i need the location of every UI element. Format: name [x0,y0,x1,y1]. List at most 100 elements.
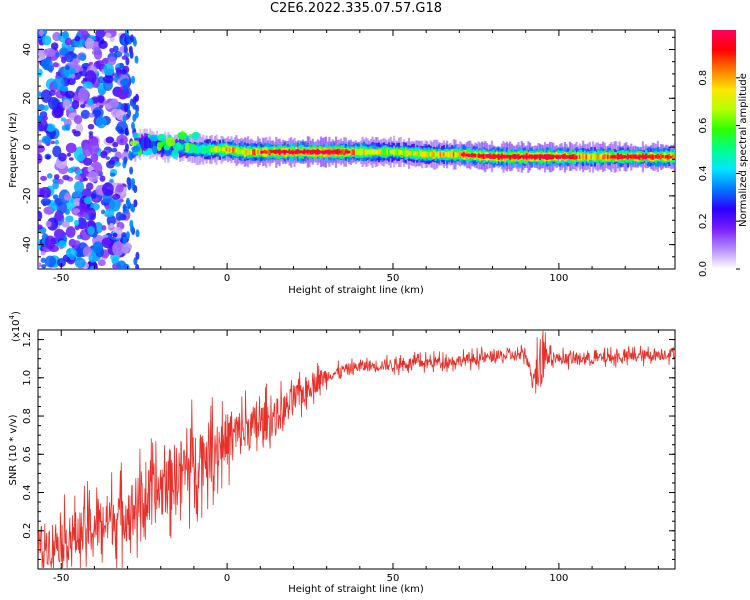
ridge-cell [407,151,411,156]
noise-blob [116,260,127,269]
noise-blob [85,182,94,191]
noise-blob [112,193,121,200]
ridge-cell [394,148,397,155]
noise-blob [122,203,127,212]
ridge-cell [308,150,311,154]
ridge-cell [620,155,623,160]
ridge-cell [655,154,658,159]
ridge-cell [525,155,528,159]
ridge-cell [208,145,212,155]
ridge-cell [353,149,356,156]
noise-blob [52,62,59,68]
noise-blob [75,123,84,133]
noise-blob [38,144,46,153]
colorbar-tick-label: 0.4 [698,165,709,181]
noise-blob [104,208,115,218]
noise-blob [112,45,119,53]
noise-blob [103,63,115,76]
ridge-cell [444,152,447,157]
noise-blob [73,208,81,214]
ridge-cell [514,155,517,158]
ridge-cell [421,151,424,157]
ridge-cell [631,155,635,158]
ridge-cell [520,155,523,158]
ridge-cell [461,153,464,156]
ridge-cell [661,154,664,158]
noise-blob [38,224,43,230]
ridge-cell [550,154,553,159]
ridge-cell [323,150,326,155]
colorbar-gradient [712,30,736,269]
ridge-cell [451,152,454,157]
ridge-cell [499,155,502,158]
noise-blob [43,136,52,144]
noise-blob [115,69,123,76]
noise-blob [38,153,43,164]
ridge-cell [260,150,263,154]
ridge-cell [424,151,427,157]
noise-blob [83,177,88,182]
ridge-cell [519,155,522,159]
ridge-cell [397,149,401,156]
ridge-cell [470,153,474,157]
ridge-cell [653,155,656,159]
ridge-cell [431,151,434,158]
ridge-cell [140,137,144,150]
noise-blob [55,71,61,76]
ridge-cell [515,155,518,159]
noise-blob [71,100,80,110]
noise-blob [66,152,72,157]
noise-blob [82,246,93,257]
ridge-blob [165,137,176,147]
ridge-cell [605,154,608,159]
ridge-cell [660,155,663,159]
noise-blob [97,76,105,84]
ridge-cell [414,150,417,156]
ridge-cell [253,149,256,156]
ridge-cell [507,154,510,158]
noise-blob [133,199,138,208]
noise-blob [41,58,53,71]
noise-blob [65,90,75,99]
noise-blob [119,128,124,134]
noise-blob [80,109,91,120]
noise-blob [79,53,87,62]
noise-blob [45,220,52,228]
ridge-cell [333,149,336,154]
noise-blob [115,184,124,193]
noise-blob [73,130,81,137]
y-tick-label: -20 [22,188,33,204]
noise-blob [73,219,80,226]
noise-blob [45,123,56,132]
ridge-cell [648,154,651,159]
ridge-cell [517,155,520,159]
noise-blob [65,65,70,71]
noise-blob [134,93,139,102]
ridge-cell [623,154,626,159]
ridge-cell [446,151,449,157]
noise-blob [57,240,67,249]
noise-blob [46,217,59,231]
ridge-cell [384,149,387,155]
ridge-cell [386,149,389,155]
ridge-cell [492,155,495,159]
spectrogram-y-label: Frequency (Hz) [8,112,19,188]
snr-x-label: Height of straight line (km) [288,584,424,595]
ridge-cell [295,150,298,154]
noise-blob [44,255,57,268]
noise-blob [101,224,107,231]
ridge-cell [497,155,500,158]
ridge-cell [469,153,472,158]
noise-blob [56,257,67,267]
noise-blob [112,241,124,257]
ridge-cell [625,155,628,159]
snr-series-line [38,330,675,569]
y-tick-label: -40 [22,236,33,252]
ridge-cell [505,154,508,159]
ridge-cell [358,148,361,155]
ridge-cell [626,155,630,159]
snr-y-ticks: 0.2 0.4 0.6 0.8 1.0 1.2 [22,329,675,570]
snr-y-multiplier-exp: 4 [8,314,16,319]
x-tick-label: -50 [53,573,69,584]
noise-blob [74,257,86,269]
